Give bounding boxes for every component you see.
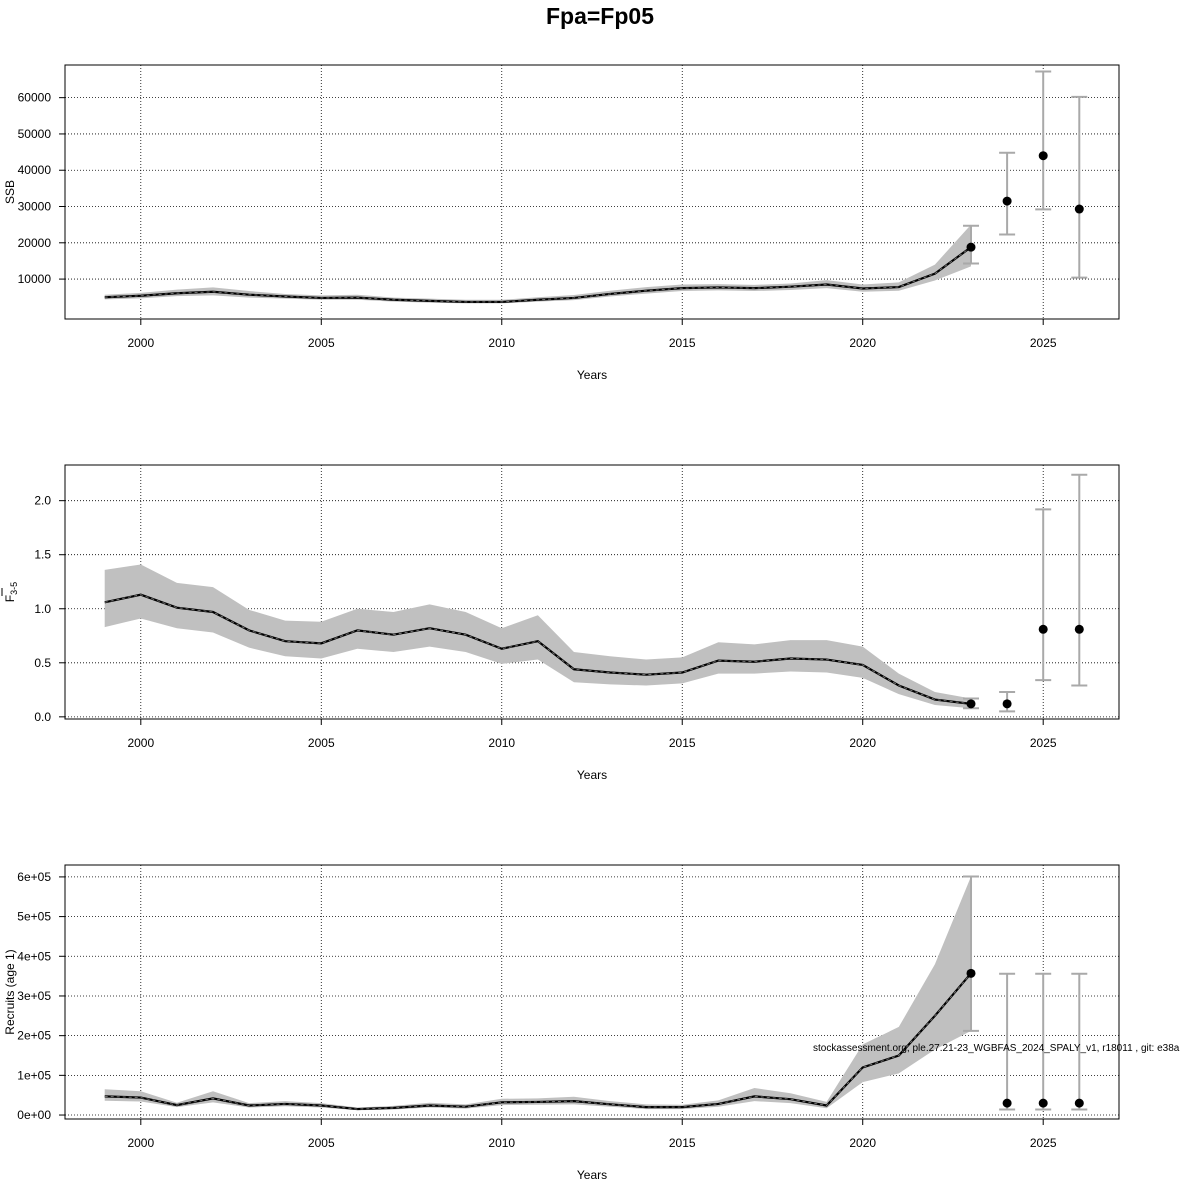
x-tick-label: 2015 — [669, 1136, 696, 1150]
data-point — [1038, 1098, 1048, 1108]
y-axis-label: Recruits (age 1) — [3, 949, 17, 1034]
y-tick-label: 2.0 — [34, 494, 51, 508]
y-axis-label: F3-5 — [3, 582, 19, 602]
plot-frame — [64, 64, 1120, 320]
x-axis-label: Years — [577, 768, 607, 782]
data-point — [1038, 151, 1048, 161]
y-tick-label: 0.0 — [34, 710, 51, 724]
plot-frame — [64, 864, 1120, 1120]
data-point — [1074, 624, 1084, 634]
x-tick-label: 2000 — [127, 336, 154, 350]
y-axis-label: SSB — [3, 180, 17, 204]
x-tick-label: 2020 — [849, 736, 876, 750]
x-axis-label: Years — [577, 368, 607, 382]
x-tick-label: 2025 — [1030, 1136, 1057, 1150]
estimate-line-dash — [104, 594, 972, 705]
y-tick-label: 1.5 — [34, 548, 51, 562]
fbar-panel: 2000 2005 2010 2015 2020 2025 0.0 0.5 1.0 1.5 2.0 Y… — [1, 464, 1120, 782]
y-tick-label: 40000 — [18, 163, 52, 177]
y-tick-label: 30000 — [18, 200, 52, 214]
recruits-panel: 2000 2005 2010 2015 2020 2025 0e+00 1e+05 2e+05 3… — [3, 864, 1120, 1182]
y-tick-label: 1e+05 — [17, 1068, 51, 1082]
y-tick-label: 0.5 — [34, 656, 51, 670]
data-point — [1002, 196, 1012, 206]
x-tick-label: 2005 — [308, 736, 335, 750]
y-tick-label: 5e+05 — [17, 910, 51, 924]
y-tick-label: 3e+05 — [17, 989, 51, 1003]
data-point — [966, 699, 976, 709]
confidence-band — [104, 876, 972, 1111]
estimate-line-dash — [104, 973, 972, 1110]
x-tick-label: 2010 — [488, 336, 515, 350]
confidence-band — [104, 564, 972, 709]
plot-frame — [64, 464, 1120, 720]
y-tick-label: 6e+05 — [17, 870, 51, 884]
data-point — [1074, 204, 1084, 214]
y-tick-label: 60000 — [18, 91, 52, 105]
x-tick-label: 2005 — [308, 1136, 335, 1150]
x-tick-label: 2025 — [1030, 336, 1057, 350]
x-tick-label: 2005 — [308, 336, 335, 350]
x-tick-label: 2010 — [488, 736, 515, 750]
watermark-text: stockassessment.org, ple.27.21-23_WGBFAS… — [813, 1043, 1180, 1054]
chart-title: Fpa=Fp05 — [545, 3, 654, 29]
data-point — [966, 242, 976, 252]
y-tick-label: 50000 — [18, 127, 52, 141]
x-tick-label: 2020 — [849, 336, 876, 350]
y-tick-label: 1.0 — [34, 602, 51, 616]
data-point — [966, 968, 976, 978]
x-tick-label: 2015 — [669, 736, 696, 750]
x-tick-label: 2015 — [669, 336, 696, 350]
confidence-band — [104, 224, 972, 304]
y-tick-label: 2e+05 — [17, 1029, 51, 1043]
data-point — [1038, 624, 1048, 634]
data-point — [1002, 1098, 1012, 1108]
x-tick-label: 2010 — [488, 1136, 515, 1150]
y-tick-label: 4e+05 — [17, 949, 51, 963]
ssb-panel: 2000 2005 2010 2015 2020 2025 10000 20000 30000 4… — [3, 64, 1120, 382]
x-axis-label: Years — [577, 1168, 607, 1182]
x-tick-label: 2000 — [127, 736, 154, 750]
y-tick-label: 20000 — [18, 236, 52, 250]
estimate-line — [104, 972, 972, 1111]
y-tick-label: 0e+00 — [17, 1108, 51, 1122]
estimate-line — [104, 246, 972, 304]
y-tick-label: 10000 — [18, 272, 52, 286]
data-point — [1002, 699, 1012, 709]
x-tick-label: 2025 — [1030, 736, 1057, 750]
x-tick-label: 2020 — [849, 1136, 876, 1150]
data-point — [1074, 1098, 1084, 1108]
x-tick-label: 2000 — [127, 1136, 154, 1150]
estimate-line-dash — [104, 246, 972, 303]
